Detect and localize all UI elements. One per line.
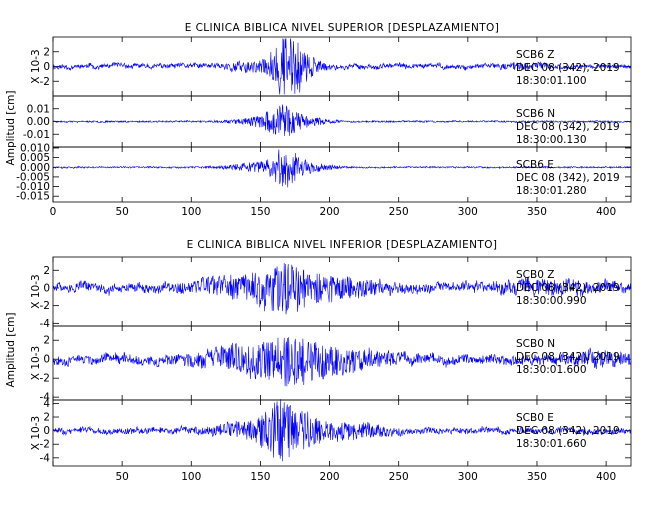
- x-tick-label: 100: [181, 471, 201, 483]
- x-tick-label: 150: [250, 206, 270, 218]
- section-2: E CLINICA BIBLICA NIVEL INFERIOR [DESPLA…: [5, 239, 632, 483]
- time-label: 18:30:00.990: [516, 295, 587, 307]
- y-scale-label: X 10-3: [30, 49, 42, 83]
- waveform-trace: [52, 38, 632, 95]
- x-tick-label: 0: [50, 206, 57, 218]
- x-tick-label: 250: [389, 471, 409, 483]
- y-tick-label: -0.01: [23, 129, 50, 141]
- channel-label: SCB6 Z: [516, 49, 554, 61]
- section-title: E CLINICA BIBLICA NIVEL SUPERIOR [DESPLA…: [185, 22, 499, 34]
- date-label: DEC 08 (342), 2019: [516, 425, 620, 437]
- x-tick-label: 250: [389, 206, 409, 218]
- y-tick-label: 0: [43, 61, 50, 73]
- y-tick-label: -2: [40, 76, 50, 88]
- x-tick-label: 400: [596, 471, 616, 483]
- x-tick-label: 300: [458, 471, 478, 483]
- y-tick-label: 0: [43, 354, 50, 366]
- y-scale-label: X 10-3: [30, 346, 42, 380]
- section-title: E CLINICA BIBLICA NIVEL INFERIOR [DESPLA…: [187, 239, 498, 251]
- y-tick-label: -4: [40, 318, 51, 330]
- time-label: 18:30:01.100: [516, 75, 587, 87]
- y-tick-label: 0.00: [27, 116, 50, 128]
- y-tick-label: 2: [43, 265, 50, 277]
- x-tick-label: 200: [320, 206, 340, 218]
- channel-label: SCB0 E: [516, 412, 554, 424]
- y-axis-label: Amplitud [cm]: [5, 91, 17, 166]
- waveform-trace: [52, 263, 632, 315]
- date-label: DEC 08 (342), 2019: [516, 282, 620, 294]
- time-label: 18:30:00.130: [516, 134, 587, 146]
- waveform-trace: [52, 149, 632, 188]
- y-tick-label: -0.010: [16, 181, 50, 193]
- channel-label: SCB0 Z: [516, 269, 554, 281]
- date-label: DEC 08 (342), 2019: [516, 62, 620, 74]
- y-scale-label: X 10-3: [30, 416, 42, 450]
- y-tick-label: -2: [40, 373, 50, 385]
- time-label: 18:30:01.280: [516, 185, 587, 197]
- y-tick-label: 4: [43, 398, 50, 410]
- y-tick-label: 0: [43, 425, 50, 437]
- y-tick-label: 0.005: [20, 152, 50, 164]
- y-tick-label: -4: [40, 392, 51, 404]
- y-tick-label: -0.015: [16, 191, 50, 203]
- y-tick-label: -2: [40, 300, 50, 312]
- y-tick-label: 2: [43, 46, 50, 58]
- x-tick-label: 400: [596, 206, 616, 218]
- y-tick-label: 2: [43, 412, 50, 424]
- panel-frame: [52, 399, 632, 467]
- channel-label: SCB6 E: [516, 159, 554, 171]
- time-label: 18:30:01.660: [516, 438, 587, 450]
- waveform-trace: [52, 399, 632, 462]
- y-tick-label: -0.005: [16, 171, 50, 183]
- waveform-trace: [52, 337, 632, 387]
- date-label: DEC 08 (342), 2019: [516, 172, 620, 184]
- x-tick-label: 150: [250, 471, 270, 483]
- panel-frame: [52, 146, 632, 203]
- y-tick-label: 0.01: [27, 103, 50, 115]
- y-tick-label: 2: [43, 335, 50, 347]
- y-axis-label: Amplitud [cm]: [5, 313, 17, 388]
- y-scale-label: X 10-3: [30, 274, 42, 308]
- x-tick-label: 100: [181, 206, 201, 218]
- waveform-trace: [52, 104, 632, 137]
- y-tick-label: 0: [43, 282, 50, 294]
- x-tick-label: 350: [527, 471, 547, 483]
- y-tick-label: -4: [40, 452, 51, 464]
- y-tick-label: 0.010: [20, 142, 50, 154]
- x-tick-label: 50: [115, 206, 128, 218]
- y-tick-label: 0.000: [20, 162, 50, 174]
- x-tick-label: 50: [115, 471, 128, 483]
- time-label: 18:30:01.600: [516, 364, 587, 376]
- x-tick-label: 200: [320, 471, 340, 483]
- date-label: DEC 08 (342), 2019: [516, 121, 620, 133]
- y-tick-label: -2: [40, 439, 50, 451]
- date-label: DEC 08 (342), 2019: [516, 351, 620, 363]
- x-tick-label: 350: [527, 206, 547, 218]
- x-tick-label: 300: [458, 206, 478, 218]
- channel-label: SCB6 N: [516, 108, 555, 120]
- channel-label: SCB0 N: [516, 338, 555, 350]
- section-1: E CLINICA BIBLICA NIVEL SUPERIOR [DESPLA…: [5, 22, 632, 218]
